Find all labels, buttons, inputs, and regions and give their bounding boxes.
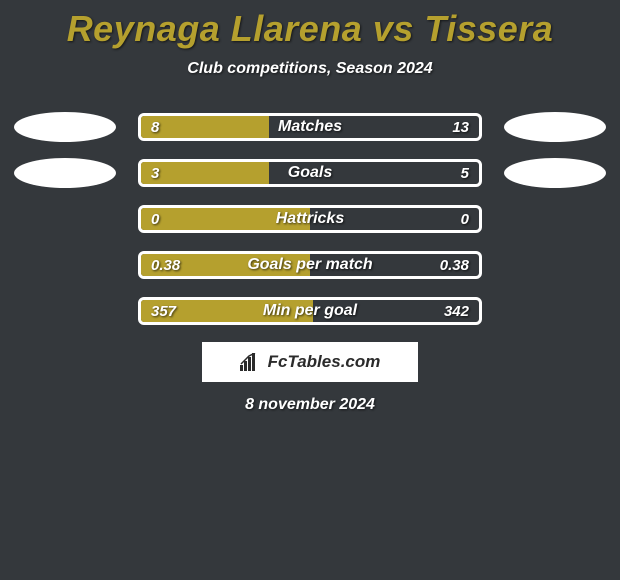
right-oval	[504, 112, 606, 142]
stat-left-value: 8	[141, 116, 169, 138]
stat-left-value: 0.38	[141, 254, 190, 276]
stat-row: 35Goals	[0, 158, 620, 188]
stat-left-value: 357	[141, 300, 186, 322]
stats-container: 813Matches35Goals00Hattricks0.380.38Goal…	[0, 112, 620, 326]
stat-row: 357342Min per goal	[0, 296, 620, 326]
stat-right-value: 342	[434, 300, 479, 322]
stat-bar: 00Hattricks	[138, 205, 482, 233]
stat-right-value: 0	[451, 208, 479, 230]
date-text: 8 november 2024	[0, 396, 620, 414]
stat-bar: 35Goals	[138, 159, 482, 187]
stat-right-value: 0.38	[430, 254, 479, 276]
stat-right-value: 13	[442, 116, 479, 138]
left-oval	[14, 158, 116, 188]
branding-text: FcTables.com	[268, 352, 381, 372]
bars-icon	[240, 353, 262, 371]
stat-row: 00Hattricks	[0, 204, 620, 234]
subtitle: Club competitions, Season 2024	[0, 60, 620, 78]
stat-bar: 813Matches	[138, 113, 482, 141]
stat-row: 0.380.38Goals per match	[0, 250, 620, 280]
stat-left-value: 0	[141, 208, 169, 230]
stat-bar: 0.380.38Goals per match	[138, 251, 482, 279]
stat-row: 813Matches	[0, 112, 620, 142]
branding-badge: FcTables.com	[202, 342, 418, 382]
page-title: Reynaga Llarena vs Tissera	[0, 0, 620, 50]
stat-left-value: 3	[141, 162, 169, 184]
stat-right-value: 5	[451, 162, 479, 184]
stat-bar: 357342Min per goal	[138, 297, 482, 325]
right-oval	[504, 158, 606, 188]
left-oval	[14, 112, 116, 142]
